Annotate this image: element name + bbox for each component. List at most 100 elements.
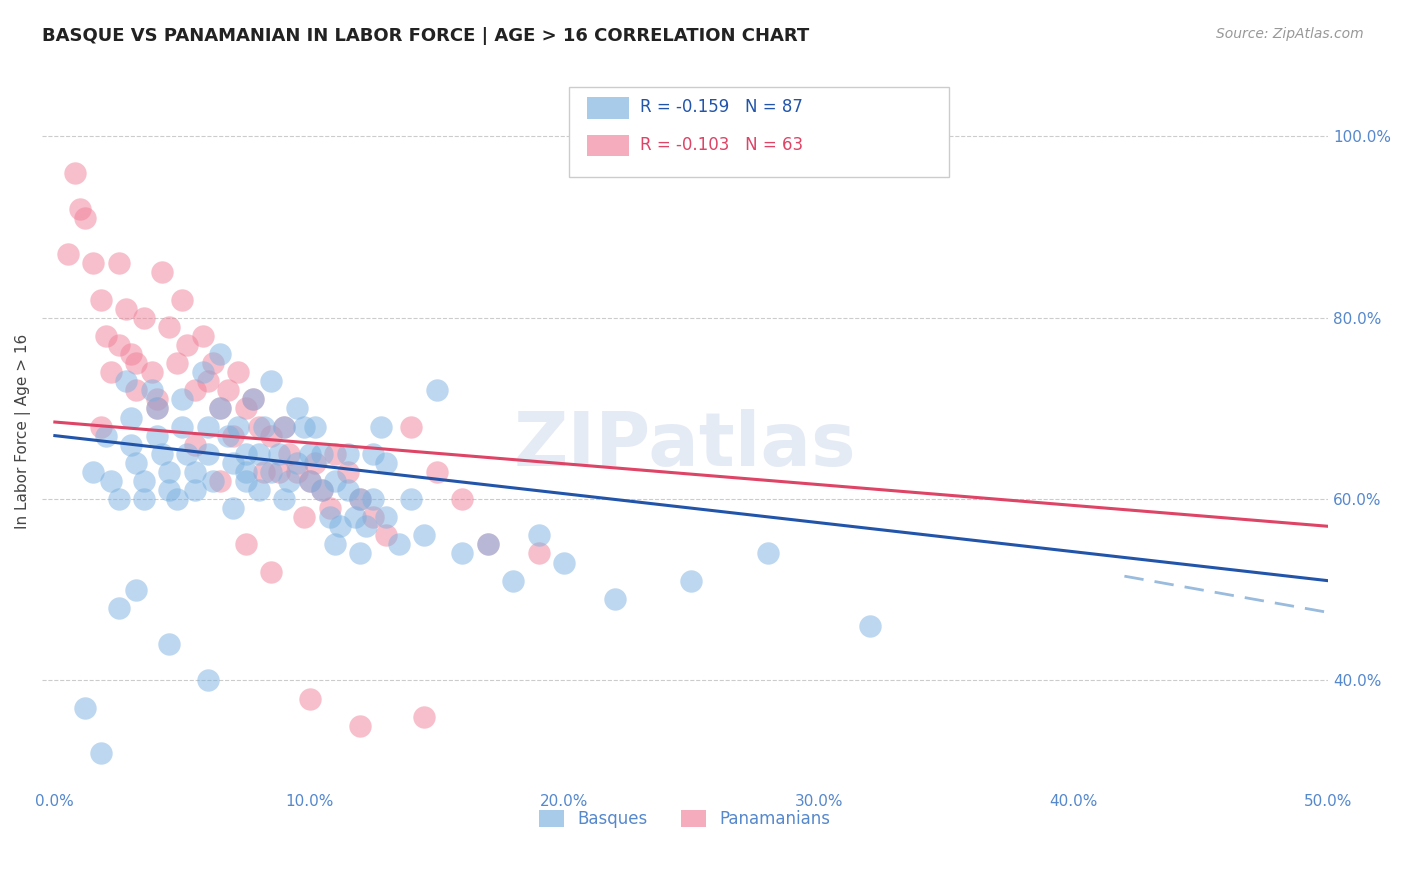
- Point: [298, 691, 321, 706]
- Point: [115, 374, 138, 388]
- Point: [349, 719, 371, 733]
- Point: [451, 492, 474, 507]
- Point: [323, 447, 346, 461]
- Point: [260, 465, 283, 479]
- Point: [63, 166, 86, 180]
- Point: [107, 492, 129, 507]
- Point: [298, 474, 321, 488]
- Point: [209, 347, 232, 361]
- Point: [527, 528, 550, 542]
- Point: [349, 492, 371, 507]
- FancyBboxPatch shape: [588, 97, 628, 119]
- Point: [100, 474, 122, 488]
- Point: [304, 456, 326, 470]
- Point: [94, 329, 117, 343]
- Point: [253, 419, 276, 434]
- Point: [145, 401, 167, 416]
- Point: [141, 365, 163, 379]
- Point: [226, 419, 249, 434]
- Point: [374, 456, 396, 470]
- Point: [82, 465, 104, 479]
- Point: [115, 301, 138, 316]
- Point: [553, 556, 575, 570]
- Point: [278, 474, 301, 488]
- Point: [125, 384, 148, 398]
- Point: [120, 410, 142, 425]
- Legend: Basques, Panamanians: Basques, Panamanians: [533, 803, 838, 835]
- Point: [197, 673, 219, 688]
- Point: [294, 419, 316, 434]
- Point: [336, 483, 359, 497]
- Point: [278, 447, 301, 461]
- Point: [273, 492, 295, 507]
- Point: [184, 438, 207, 452]
- Point: [413, 528, 436, 542]
- Point: [209, 474, 232, 488]
- Point: [354, 519, 377, 533]
- Point: [90, 293, 112, 307]
- Point: [323, 474, 346, 488]
- Point: [401, 419, 423, 434]
- Point: [267, 447, 290, 461]
- Point: [176, 447, 198, 461]
- Point: [120, 438, 142, 452]
- Point: [253, 465, 276, 479]
- Point: [159, 465, 181, 479]
- Point: [132, 310, 155, 325]
- Point: [374, 528, 396, 542]
- Point: [201, 356, 224, 370]
- Point: [298, 474, 321, 488]
- Point: [285, 456, 308, 470]
- Point: [527, 547, 550, 561]
- Point: [247, 483, 270, 497]
- FancyBboxPatch shape: [569, 87, 949, 177]
- Point: [197, 374, 219, 388]
- Point: [401, 492, 423, 507]
- Point: [502, 574, 524, 588]
- Point: [273, 419, 295, 434]
- Point: [273, 419, 295, 434]
- Point: [247, 447, 270, 461]
- Point: [159, 637, 181, 651]
- Text: ZIPatlas: ZIPatlas: [513, 409, 856, 482]
- Point: [260, 428, 283, 442]
- Point: [172, 419, 194, 434]
- Point: [477, 537, 499, 551]
- Point: [235, 401, 257, 416]
- Point: [184, 483, 207, 497]
- Text: R = -0.159   N = 87: R = -0.159 N = 87: [640, 98, 803, 116]
- Point: [260, 565, 283, 579]
- Point: [361, 447, 384, 461]
- Point: [145, 392, 167, 407]
- Text: BASQUE VS PANAMANIAN IN LABOR FORCE | AGE > 16 CORRELATION CHART: BASQUE VS PANAMANIAN IN LABOR FORCE | AG…: [42, 27, 810, 45]
- Point: [603, 591, 626, 606]
- Point: [100, 365, 122, 379]
- Point: [166, 492, 188, 507]
- Point: [159, 319, 181, 334]
- Point: [349, 492, 371, 507]
- Point: [197, 419, 219, 434]
- Point: [260, 374, 283, 388]
- Point: [304, 419, 326, 434]
- Point: [94, 428, 117, 442]
- Point: [319, 501, 342, 516]
- Point: [681, 574, 703, 588]
- Point: [451, 547, 474, 561]
- Point: [374, 510, 396, 524]
- Point: [145, 401, 167, 416]
- Point: [120, 347, 142, 361]
- Point: [107, 600, 129, 615]
- Point: [298, 447, 321, 461]
- Point: [756, 547, 779, 561]
- Point: [285, 465, 308, 479]
- Point: [82, 256, 104, 270]
- Point: [311, 483, 333, 497]
- Point: [184, 465, 207, 479]
- Point: [209, 401, 232, 416]
- Point: [413, 709, 436, 723]
- Point: [132, 492, 155, 507]
- Point: [217, 428, 239, 442]
- Point: [242, 392, 264, 407]
- Point: [361, 492, 384, 507]
- Point: [477, 537, 499, 551]
